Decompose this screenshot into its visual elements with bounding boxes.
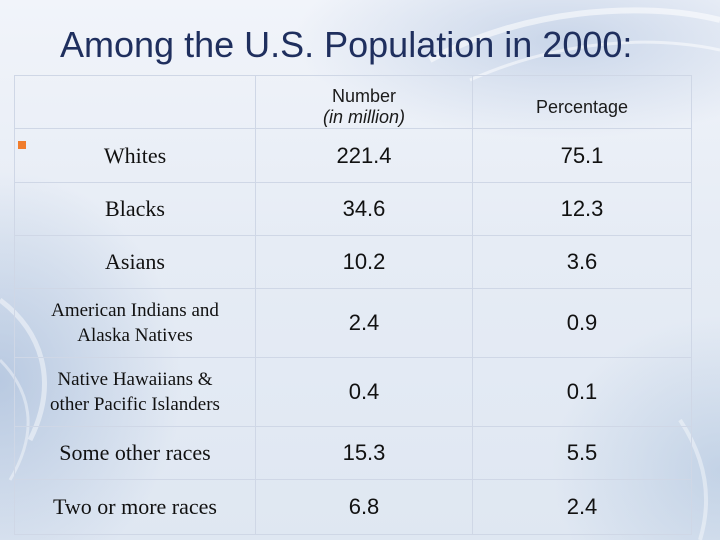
row-group-label: Native Hawaiians & other Pacific Islande… [14,357,256,427]
header-percentage-label: Percentage [535,96,629,117]
bullet-square-icon [18,141,26,149]
row-group-label: Two or more races [14,479,256,535]
header-empty-cell [14,75,256,129]
row-number-value: 6.8 [255,479,473,535]
header-number-unit: (in million) [322,107,405,127]
row-percentage-value: 2.4 [472,479,692,535]
table-row: Native Hawaiians & other Pacific Islande… [14,357,692,427]
row-percentage-value: 5.5 [472,426,692,480]
row-group-label: Blacks [14,182,256,236]
row-group-label-line1: American Indians and [51,300,219,321]
row-group-label-line2: Alaska Natives [77,325,193,346]
table-row: Two or more races 6.8 2.4 [14,479,692,535]
row-percentage-value: 75.1 [472,128,692,183]
table-row: Some other races 15.3 5.5 [14,426,692,480]
header-number-label: Number [331,86,397,106]
row-number-value: 221.4 [255,128,473,183]
row-percentage-value: 12.3 [472,182,692,236]
table-header-row: Number (in million) Percentage [14,75,692,129]
table-row: Whites 221.4 75.1 [14,128,692,183]
slide-title: Among the U.S. Population in 2000: [60,24,633,65]
header-number-cell: Number (in million) [255,75,473,129]
row-percentage-value: 0.9 [472,288,692,358]
table-row: Asians 10.2 3.6 [14,235,692,289]
population-table: Number (in million) Percentage Whites 22… [14,75,692,535]
row-group-label: American Indians and Alaska Natives [14,288,256,358]
row-group-label: Some other races [14,426,256,480]
row-percentage-value: 3.6 [472,235,692,289]
row-number-value: 2.4 [255,288,473,358]
row-number-value: 15.3 [255,426,473,480]
table-row: American Indians and Alaska Natives 2.4 … [14,288,692,358]
row-number-value: 0.4 [255,357,473,427]
row-group-label-line2: other Pacific Islanders [50,394,220,415]
row-percentage-value: 0.1 [472,357,692,427]
row-number-value: 10.2 [255,235,473,289]
table-row: Blacks 34.6 12.3 [14,182,692,236]
header-percentage-cell: Percentage [472,75,692,129]
row-group-label: Whites [14,128,256,183]
row-number-value: 34.6 [255,182,473,236]
row-group-label: Asians [14,235,256,289]
row-group-label-line1: Native Hawaiians & [57,369,213,390]
